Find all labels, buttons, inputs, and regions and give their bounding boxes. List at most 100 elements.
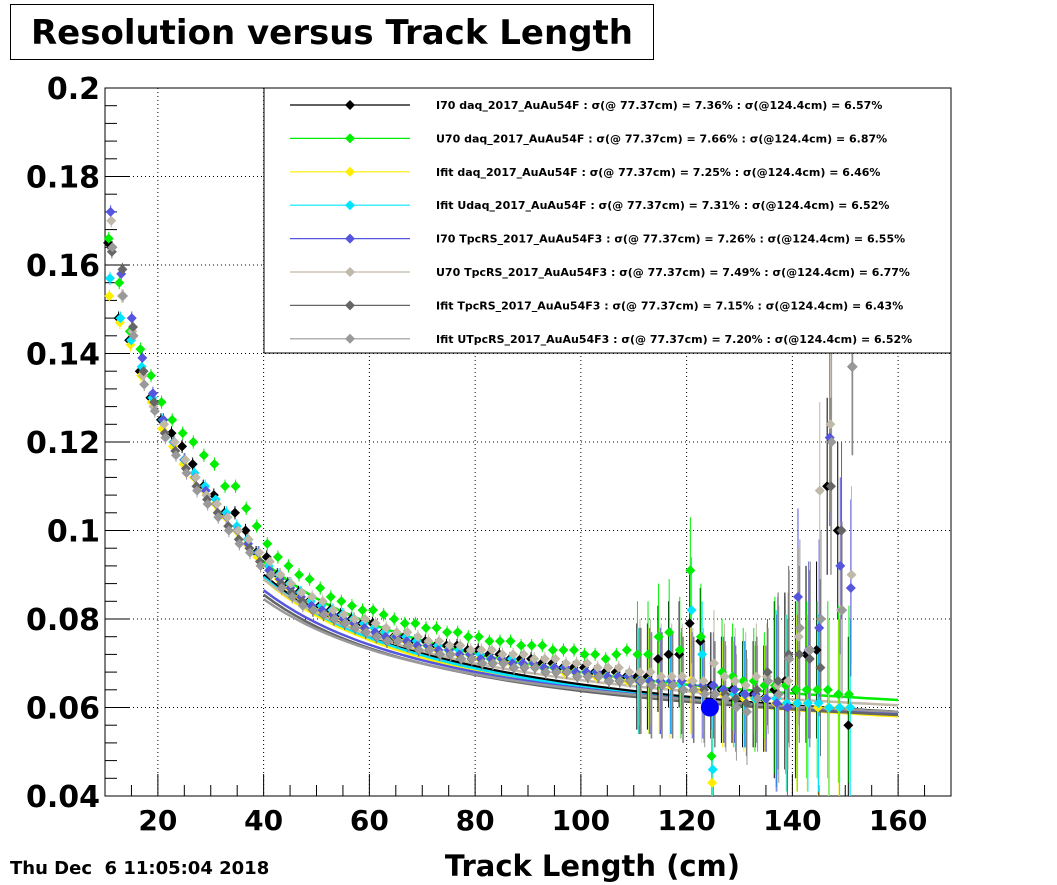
y-tick-label: 0.14 <box>26 338 100 373</box>
data-point <box>423 636 434 647</box>
data-point <box>822 684 833 695</box>
data-point <box>579 649 590 660</box>
data-point <box>361 627 372 638</box>
data-point <box>666 671 677 682</box>
data-point <box>115 313 126 324</box>
data-point <box>177 428 188 439</box>
data-point <box>297 600 308 611</box>
data-point <box>190 472 201 483</box>
data-point <box>244 547 255 558</box>
x-tick-labels: 20 40 60 80 100 120 140 160 <box>138 804 927 837</box>
data-point <box>103 233 114 244</box>
data-point <box>815 662 826 673</box>
data-point <box>709 658 720 669</box>
data-point <box>254 547 265 558</box>
data-point <box>845 702 856 713</box>
legend-marker <box>345 267 355 277</box>
data-point <box>845 583 856 594</box>
data-point <box>465 644 476 655</box>
data-point <box>762 667 773 678</box>
data-point <box>198 450 209 461</box>
data-point <box>632 649 643 660</box>
data-point <box>181 467 192 478</box>
data-point <box>220 481 231 492</box>
data-point <box>340 618 351 629</box>
data-point <box>782 702 793 713</box>
y-tick-label: 0.18 <box>26 161 100 196</box>
data-point <box>442 627 453 638</box>
data-point <box>763 675 774 686</box>
data-point <box>338 609 349 620</box>
data-point <box>304 574 315 585</box>
data-point <box>752 693 763 704</box>
data-point <box>126 313 137 324</box>
data-point <box>188 437 199 447</box>
x-tick-label: 80 <box>456 804 495 837</box>
data-point <box>825 419 836 430</box>
data-point <box>825 481 836 492</box>
data-point <box>497 649 508 660</box>
data-point <box>558 644 569 655</box>
data-point <box>653 631 664 642</box>
data-point <box>833 689 844 700</box>
data-point <box>149 406 160 417</box>
data-point <box>444 640 455 651</box>
data-point <box>826 437 837 447</box>
data-point <box>571 658 582 669</box>
data-point <box>264 556 275 567</box>
data-point <box>761 693 772 704</box>
legend-label: I70 TpcRS_2017_AuAu54F3 : σ(@ 77.37cm) =… <box>436 233 905 246</box>
data-point <box>634 667 645 678</box>
data-point <box>107 242 118 253</box>
data-point <box>742 706 753 717</box>
data-point <box>317 596 328 607</box>
data-point <box>473 631 484 642</box>
data-point <box>389 614 400 624</box>
data-point <box>847 361 858 372</box>
x-tick-label: 160 <box>869 804 927 837</box>
data-point <box>773 675 784 686</box>
x-tick-label: 40 <box>244 804 283 837</box>
data-point <box>731 702 742 713</box>
chart-title: Resolution versus Track Length <box>30 13 633 53</box>
data-point <box>824 702 835 713</box>
data-point <box>562 667 573 678</box>
data-point <box>420 622 431 633</box>
data-point <box>412 631 423 642</box>
data-point <box>686 605 697 616</box>
data-point <box>539 653 550 664</box>
data-point <box>272 552 283 563</box>
y-tick-label: 0.04 <box>26 780 100 815</box>
data-point <box>360 614 371 624</box>
legend-label: Ifit TpcRS_2017_AuAu54F3 : σ(@ 77.37cm) … <box>436 299 903 312</box>
data-point <box>229 507 240 518</box>
data-point <box>710 689 721 700</box>
data-point <box>784 653 795 664</box>
data-point <box>519 662 530 673</box>
data-point <box>801 684 812 695</box>
data-point <box>486 644 497 655</box>
data-point <box>128 321 139 332</box>
data-point <box>166 428 177 439</box>
data-point <box>456 653 467 664</box>
data-point <box>843 689 854 700</box>
data-point <box>180 454 191 465</box>
data-point <box>684 618 695 629</box>
data-point <box>104 290 115 301</box>
data-point <box>424 644 435 655</box>
data-point <box>156 397 167 408</box>
data-point <box>792 591 803 602</box>
data-point <box>551 667 562 678</box>
data-point <box>604 675 615 686</box>
data-point <box>452 627 463 638</box>
data-point <box>547 644 558 655</box>
data-point <box>699 689 710 700</box>
y-tick-label: 0.16 <box>26 249 100 284</box>
data-point <box>118 290 129 301</box>
data-point <box>484 636 495 647</box>
data-point <box>240 525 251 536</box>
data-point <box>117 264 128 275</box>
data-point <box>104 273 115 284</box>
data-point <box>463 631 474 642</box>
data-point <box>611 649 622 660</box>
